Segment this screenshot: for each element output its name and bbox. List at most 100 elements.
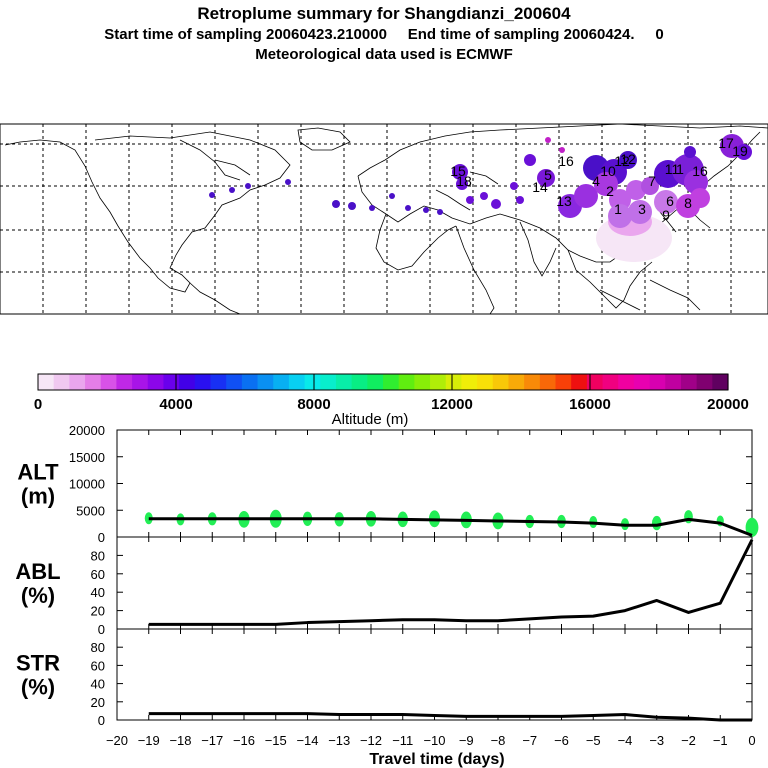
y-axis-label-unit: (%) [21, 675, 55, 700]
x-tick-label: −19 [138, 733, 160, 748]
colorbar-swatch [100, 374, 118, 390]
colorbar-swatch [414, 374, 431, 390]
colorbar-swatch [367, 374, 384, 390]
y-tick-label: 60 [91, 658, 105, 673]
x-tick-label: −8 [491, 733, 506, 748]
panel-frame [116, 628, 753, 721]
y-tick-label: 20 [91, 604, 105, 619]
colorbar-swatch [461, 374, 478, 390]
colorbar-tick-label: 4000 [159, 396, 192, 413]
trajectory-marker [437, 209, 443, 215]
colorbar-swatch [38, 374, 55, 390]
colorbar-swatch [194, 374, 212, 390]
x-tick-label: −10 [423, 733, 445, 748]
trajectory-label: 4 [592, 173, 600, 189]
map-graticule [0, 124, 768, 314]
trajectory-marker [736, 144, 752, 160]
trajectory-label: 10 [600, 163, 616, 179]
y-axis-label: ALT [17, 460, 59, 485]
colorbar-swatch [69, 374, 86, 390]
colorbar-tick-label: 0 [34, 396, 42, 413]
y-tick-label: 10000 [69, 477, 105, 492]
x-axis-ticks: −20 −19 −18 −17 −16 −15 −14 −13 −12 −11 −10 −9 −8 −7−… [106, 733, 756, 748]
trajectory-marker [466, 196, 474, 204]
colorbar-swatch [633, 374, 651, 390]
trajectory-marker [608, 204, 632, 228]
trajectory-marker [480, 192, 488, 200]
trajectory-label: 8 [684, 195, 692, 211]
altitude-colorbar: 0 4000 8000 12000 16000 20000 Altitude (m) [34, 373, 749, 428]
colorbar-swatch [430, 374, 447, 390]
panel-frame [116, 536, 753, 630]
colorbar-swatch [383, 374, 400, 390]
altitude-spread-point [745, 517, 759, 537]
colorbar-swatch [680, 374, 698, 390]
x-tick-label: 0 [748, 733, 755, 748]
colorbar-swatch [226, 374, 243, 390]
colorbar-swatch [179, 374, 196, 390]
colorbar-swatch [477, 374, 494, 390]
trajectory-label: 15 [450, 163, 466, 179]
colorbar-swatch [586, 374, 604, 390]
trajectory-label: 7 [648, 173, 656, 189]
trajectory-marker [389, 193, 395, 199]
colorbar-swatch [273, 374, 290, 390]
panel-abl: 0 20 40 60 80 ABL(%) [15, 536, 754, 637]
colorbar-swatch [132, 374, 149, 390]
trajectory-marker [229, 187, 235, 193]
trajectory-marker [626, 180, 646, 200]
colorbar-swatch [288, 374, 306, 390]
x-tick-label: −1 [713, 733, 728, 748]
colorbar-swatch [555, 374, 572, 390]
trajectory-label: 16 [692, 163, 708, 179]
trajectory-marker [594, 172, 618, 196]
trajectory-label: 2 [606, 183, 614, 199]
met-data-line: Meteorological data used is ECMWF [255, 46, 513, 63]
y-tick-label: 0 [98, 713, 105, 728]
trajectory-marker [641, 177, 659, 195]
colorbar-frame [37, 373, 729, 391]
colorbar-swatch [320, 374, 337, 390]
y-axis-label-unit: (m) [21, 484, 55, 509]
x-tick-label: −5 [586, 733, 601, 748]
x-tick-label: −11 [392, 733, 413, 748]
trajectory-marker [537, 169, 555, 187]
trajectory-label: 12 [614, 153, 630, 169]
trajectory-marker [684, 170, 708, 194]
y-tick-label: 80 [91, 548, 105, 563]
trajectory-marker [369, 205, 375, 211]
time-series-panels: 05000100001500020000ALT(m)020406080ABL(%… [15, 423, 759, 748]
trajectory-marker [545, 137, 551, 143]
colorbar-swatch [147, 374, 165, 390]
trajectory-marker [285, 179, 291, 185]
trajectory-marker [423, 207, 429, 213]
panel-alt: 0 5000 10000 15000 20000 ALT(m) [17, 423, 759, 545]
x-tick-label: −2 [681, 733, 696, 748]
sampling-period-line: Start time of sampling 20060423.210000 E… [104, 26, 664, 43]
trajectory-marker [456, 178, 468, 190]
colorbar-swatch [257, 374, 274, 390]
colorbar-swatch [398, 374, 415, 390]
trajectory-label: 16 [558, 153, 574, 169]
x-tick-label: −16 [233, 733, 255, 748]
y-tick-label: 15000 [69, 450, 105, 465]
colorbar-swatch [602, 374, 619, 390]
colorbar-swatch [524, 374, 541, 390]
trajectory-marker [332, 200, 340, 208]
trajectory-marker [628, 200, 652, 224]
trajectory-label: 11 [665, 161, 680, 177]
colorbar-swatch [304, 374, 321, 390]
y-axis-label: STR [16, 651, 60, 676]
x-tick-label: −13 [328, 733, 350, 748]
trajectory-marker [524, 154, 536, 166]
trajectory-marker [209, 192, 215, 198]
colorbar-swatch [53, 374, 70, 390]
colorbar-tick-label: 20000 [707, 396, 749, 413]
colorbar-swatch [665, 374, 682, 390]
y-tick-label: 20 [91, 695, 105, 710]
trajectory-label: 12 [620, 151, 636, 167]
trajectory-marker [491, 199, 501, 209]
x-axis-label: Travel time (days) [369, 751, 504, 768]
series-line-abl [148, 539, 754, 626]
